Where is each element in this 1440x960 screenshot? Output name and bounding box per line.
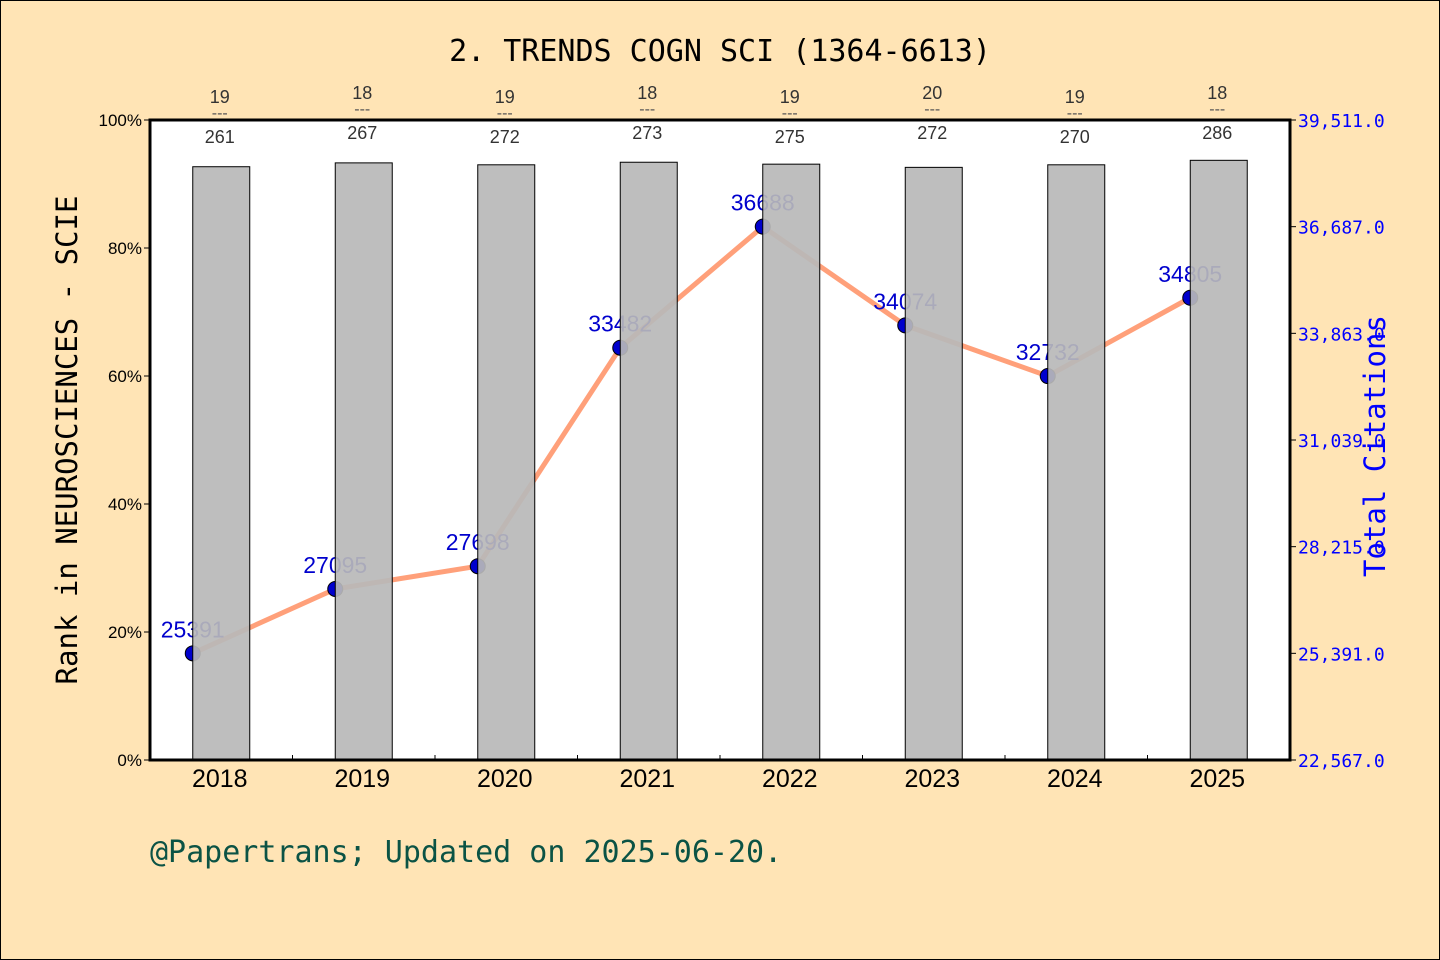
rank-total: 272 xyxy=(490,127,520,147)
chart-title: 2. TRENDS COGN SCI (1364-6613) xyxy=(449,34,991,69)
left-tick-label: 40% xyxy=(108,495,142,514)
right-tick-label: 28,215.0 xyxy=(1298,538,1385,559)
right-axis-label: Total Citations xyxy=(1358,315,1392,577)
rank-bar xyxy=(904,166,963,761)
rank-bar xyxy=(192,166,251,761)
right-tick-label: 25,391.0 xyxy=(1298,644,1385,665)
right-tick-label: 39,511.0 xyxy=(1298,111,1385,132)
rank-total: 267 xyxy=(347,123,377,143)
right-tick-label: 33,863.0 xyxy=(1298,324,1385,345)
left-tick-label: 60% xyxy=(108,367,142,386)
rank-bar xyxy=(762,163,821,761)
rank-total: 286 xyxy=(1202,123,1232,143)
right-tick-label: 31,039.0 xyxy=(1298,431,1385,452)
x-tick-label: 2019 xyxy=(334,765,390,793)
rank-bar xyxy=(619,161,678,761)
x-tick-label: 2020 xyxy=(477,765,533,793)
right-tick-label: 22,567.0 xyxy=(1298,751,1385,772)
rank-divider: --- xyxy=(1209,101,1225,118)
rank-total: 270 xyxy=(1060,127,1090,147)
rank-divider: --- xyxy=(924,101,940,118)
rank-total: 275 xyxy=(775,127,805,147)
rank-total: 273 xyxy=(632,123,662,143)
footer-credit: @Papertrans; Updated on 2025-06-20. xyxy=(150,835,783,870)
rank-number: 19 xyxy=(780,87,800,107)
left-tick-label: 80% xyxy=(108,239,142,258)
x-tick-label: 2023 xyxy=(904,765,960,793)
rank-number: 20 xyxy=(922,83,942,103)
rank-bar xyxy=(1189,159,1248,761)
rank-divider: --- xyxy=(212,105,228,122)
right-tick-label: 36,687.0 xyxy=(1298,218,1385,239)
rank-number: 18 xyxy=(637,83,657,103)
rank-divider: --- xyxy=(1067,105,1083,122)
rank-number: 19 xyxy=(1065,87,1085,107)
rank-divider: --- xyxy=(497,105,513,122)
rank-divider: --- xyxy=(782,105,798,122)
left-tick-label: 100% xyxy=(99,111,142,130)
x-tick-label: 2025 xyxy=(1189,765,1245,793)
rank-bar xyxy=(1047,164,1106,761)
x-tick-label: 2024 xyxy=(1047,765,1103,793)
rank-number: 19 xyxy=(210,87,230,107)
rank-number: 18 xyxy=(352,83,372,103)
rank-total: 272 xyxy=(917,123,947,143)
left-tick-label: 0% xyxy=(117,751,142,770)
rank-number: 19 xyxy=(495,87,515,107)
rank-bar xyxy=(477,164,536,761)
x-tick-label: 2022 xyxy=(762,765,818,793)
rank-total: 261 xyxy=(205,127,235,147)
rank-divider: --- xyxy=(639,101,655,118)
x-tick-label: 2021 xyxy=(619,765,675,793)
plot-area xyxy=(150,120,1290,760)
rank-bar xyxy=(334,162,393,761)
rank-number: 18 xyxy=(1207,83,1227,103)
x-tick-label: 2018 xyxy=(192,765,248,793)
left-tick-label: 20% xyxy=(108,623,142,642)
rank-divider: --- xyxy=(354,101,370,118)
